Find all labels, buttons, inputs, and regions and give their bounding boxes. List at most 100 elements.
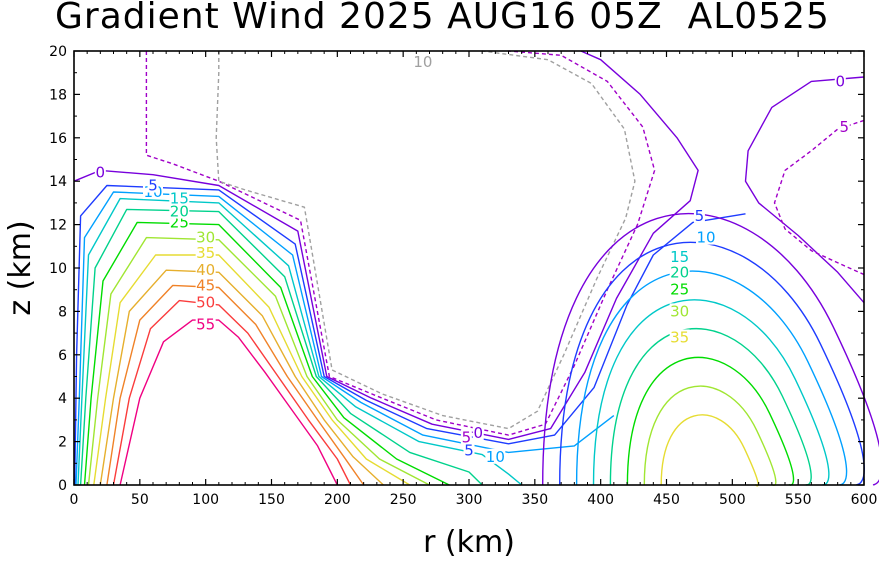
y-tick-label: 14: [49, 174, 67, 190]
y-tick-label: 12: [49, 218, 67, 234]
contour-label: 45: [196, 276, 215, 294]
contour-zero_line_right: [744, 76, 865, 304]
contour-inner_35: [93, 254, 411, 486]
contour-label: 10: [696, 229, 715, 247]
contour-inner_5: [74, 184, 746, 486]
y-tick-label: 16: [49, 131, 67, 147]
contour-label: 15: [670, 248, 689, 266]
contour-label-bg: [195, 229, 216, 245]
chart-title: Gradient Wind 2025 AUG16 05Z AL0525: [55, 0, 830, 37]
contour-label-bg: [669, 281, 690, 297]
contour-lines: [73, 50, 879, 487]
contour-label: 0: [473, 424, 483, 442]
x-tick-label: 100: [192, 492, 219, 508]
core_25: [626, 356, 795, 486]
x-tick-label: 150: [258, 492, 285, 508]
contour-label: 5: [462, 428, 472, 446]
y-tick-label: 0: [58, 478, 67, 494]
contour-inner_30: [87, 236, 430, 486]
core_0: [542, 212, 879, 486]
contour-label-bg: [94, 164, 106, 180]
y-axis-title: z (km): [3, 220, 38, 315]
core_20: [609, 327, 812, 486]
contour-label: 20: [170, 203, 189, 221]
contour-label: 55: [196, 315, 215, 333]
y-tick-label: 10: [49, 261, 67, 277]
contour-inner_55: [119, 319, 338, 486]
y-tick-label: 2: [58, 435, 67, 451]
contour-label: 5: [695, 207, 705, 225]
y-axis: 0 2 4 6 8 10 12 14 16 18 20: [49, 44, 864, 494]
core_30: [643, 385, 777, 487]
y-tick-label: 4: [58, 391, 67, 407]
contour-label: 10: [413, 53, 432, 71]
contour-label-bg: [463, 442, 475, 458]
contour-label: 15: [170, 190, 189, 208]
contour-label-bg: [693, 207, 705, 223]
x-axis-title: r (km): [423, 525, 515, 560]
contour-label-bg: [669, 329, 690, 345]
contour-label-bg: [195, 277, 216, 293]
contour-zero_line_left: [73, 50, 699, 441]
x-tick-label: 400: [587, 492, 614, 508]
contour-label-bg: [669, 249, 690, 265]
x-tick-label: 0: [70, 492, 79, 508]
plot-frame: [73, 50, 865, 486]
contour-label-bg: [195, 244, 216, 260]
contour-label-bg: [696, 229, 716, 245]
contour-label: 35: [196, 244, 215, 262]
contour-neg5_main: [145, 50, 656, 436]
contour-label: 30: [196, 229, 215, 247]
contour-label-bg: [472, 424, 484, 440]
contour-label-bg: [834, 73, 846, 89]
contour-inner_45: [106, 284, 365, 486]
contour-neg10_main: [215, 50, 636, 430]
x-axis: 0 50 100 150 200 250 300 350 400 450 500 550 600: [70, 51, 878, 508]
contour-label-bg: [669, 264, 690, 280]
y-tick-label: 6: [58, 348, 67, 364]
contour-inner_40: [99, 269, 384, 486]
core_5: [559, 241, 865, 486]
x-tick-label: 500: [719, 492, 746, 508]
contour-label-bg: [195, 262, 216, 278]
contour-label: 5: [839, 118, 849, 136]
contour-label-bg: [412, 53, 433, 69]
x-tick-label: 600: [851, 492, 878, 508]
contour-label: 5: [464, 441, 474, 459]
contour-label-bg: [460, 429, 472, 445]
x-tick-label: 300: [456, 492, 483, 508]
contour-inner_50: [112, 299, 352, 486]
x-tick-label: 550: [785, 492, 812, 508]
y-tick-label: 20: [49, 44, 67, 60]
core_15: [592, 299, 830, 486]
contour-label: 0: [836, 72, 846, 90]
core_10: [575, 270, 848, 486]
x-tick-label: 50: [131, 492, 149, 508]
contour-label: 50: [196, 294, 215, 312]
y-tick-label: 18: [49, 87, 67, 103]
x-tick-label: 250: [390, 492, 417, 508]
contour-inner_10: [75, 191, 615, 486]
contour-labels: 5550454035302520151050105101520253035055…: [94, 53, 850, 466]
contour-neg5_right: [773, 119, 865, 276]
contour-label: 35: [670, 328, 689, 346]
contour-inner_20: [79, 208, 483, 486]
contour-label-bg: [195, 294, 216, 310]
x-tick-label: 450: [653, 492, 680, 508]
contour-label-bg: [195, 316, 216, 332]
core_35: [660, 414, 759, 487]
contour-label: 40: [196, 261, 215, 279]
contour-label-bg: [147, 177, 159, 193]
contour-label: 10: [486, 448, 505, 466]
contour-label-bg: [169, 203, 190, 219]
contour-label-bg: [669, 303, 690, 319]
contour-label: 30: [670, 302, 689, 320]
contour-label: 0: [96, 164, 106, 182]
contour-label: 20: [670, 263, 689, 281]
x-tick-label: 200: [324, 492, 351, 508]
contour-label: 25: [670, 281, 689, 299]
contour-label: 5: [148, 177, 158, 195]
contour-label-bg: [485, 448, 506, 464]
contour-label-bg: [838, 118, 850, 134]
